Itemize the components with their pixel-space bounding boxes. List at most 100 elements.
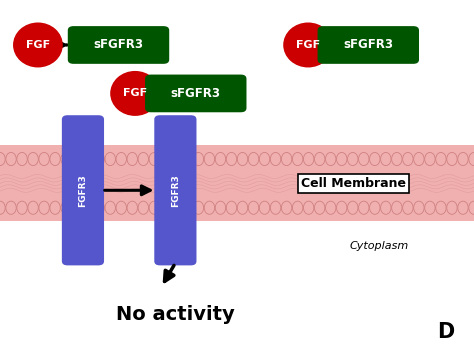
Ellipse shape <box>292 201 303 214</box>
Ellipse shape <box>259 153 270 166</box>
Ellipse shape <box>61 201 72 214</box>
FancyBboxPatch shape <box>68 26 169 64</box>
Ellipse shape <box>215 153 226 166</box>
Ellipse shape <box>138 153 148 166</box>
Ellipse shape <box>402 201 413 214</box>
Ellipse shape <box>381 153 391 166</box>
Ellipse shape <box>94 153 104 166</box>
Ellipse shape <box>160 153 171 166</box>
Ellipse shape <box>392 201 402 214</box>
Ellipse shape <box>105 153 116 166</box>
Text: Cytoplasm: Cytoplasm <box>350 241 409 251</box>
Ellipse shape <box>326 153 336 166</box>
Text: Cell Membrane: Cell Membrane <box>301 177 406 190</box>
Ellipse shape <box>0 201 5 214</box>
Ellipse shape <box>116 201 127 214</box>
Ellipse shape <box>193 201 204 214</box>
Text: FGFR3: FGFR3 <box>79 174 87 207</box>
Ellipse shape <box>138 201 148 214</box>
Ellipse shape <box>160 201 171 214</box>
Ellipse shape <box>83 153 93 166</box>
Ellipse shape <box>215 201 226 214</box>
Ellipse shape <box>248 201 259 214</box>
Text: sFGFR3: sFGFR3 <box>343 38 393 52</box>
Ellipse shape <box>270 201 281 214</box>
Ellipse shape <box>72 201 82 214</box>
Ellipse shape <box>347 201 358 214</box>
Ellipse shape <box>0 153 5 166</box>
Ellipse shape <box>337 153 347 166</box>
Ellipse shape <box>270 153 281 166</box>
Ellipse shape <box>193 153 204 166</box>
Ellipse shape <box>110 71 160 116</box>
Ellipse shape <box>6 153 16 166</box>
Ellipse shape <box>39 153 49 166</box>
Ellipse shape <box>447 201 457 214</box>
Text: sFGFR3: sFGFR3 <box>171 87 221 100</box>
Ellipse shape <box>370 153 380 166</box>
Ellipse shape <box>248 153 259 166</box>
Ellipse shape <box>292 153 303 166</box>
Text: FGF: FGF <box>26 40 50 50</box>
Ellipse shape <box>204 153 215 166</box>
Ellipse shape <box>61 153 72 166</box>
Ellipse shape <box>127 201 137 214</box>
Ellipse shape <box>458 201 468 214</box>
Ellipse shape <box>283 22 333 67</box>
Text: No activity: No activity <box>116 306 235 324</box>
Ellipse shape <box>171 201 182 214</box>
Ellipse shape <box>17 153 27 166</box>
Ellipse shape <box>237 153 248 166</box>
Ellipse shape <box>326 201 336 214</box>
Ellipse shape <box>436 201 446 214</box>
Ellipse shape <box>259 201 270 214</box>
Text: FGF: FGF <box>123 89 147 98</box>
Ellipse shape <box>17 201 27 214</box>
Ellipse shape <box>381 201 391 214</box>
Ellipse shape <box>414 153 424 166</box>
Ellipse shape <box>347 153 358 166</box>
Ellipse shape <box>314 153 325 166</box>
Ellipse shape <box>425 201 435 214</box>
Ellipse shape <box>28 201 38 214</box>
Ellipse shape <box>469 153 474 166</box>
Ellipse shape <box>358 153 369 166</box>
Ellipse shape <box>414 201 424 214</box>
Text: FGF: FGF <box>296 40 320 50</box>
Ellipse shape <box>28 153 38 166</box>
Ellipse shape <box>182 201 192 214</box>
Bar <box>0 145 474 221</box>
FancyBboxPatch shape <box>145 75 246 112</box>
Text: D: D <box>437 322 454 342</box>
Ellipse shape <box>402 153 413 166</box>
Ellipse shape <box>358 201 369 214</box>
FancyBboxPatch shape <box>62 115 104 265</box>
Ellipse shape <box>282 153 292 166</box>
Ellipse shape <box>94 201 104 214</box>
Ellipse shape <box>116 153 127 166</box>
Ellipse shape <box>171 153 182 166</box>
Ellipse shape <box>127 153 137 166</box>
Ellipse shape <box>72 153 82 166</box>
Ellipse shape <box>50 201 60 214</box>
Ellipse shape <box>237 201 248 214</box>
Ellipse shape <box>6 201 16 214</box>
Text: FGFR3: FGFR3 <box>171 174 180 207</box>
Ellipse shape <box>392 153 402 166</box>
Ellipse shape <box>303 153 314 166</box>
Ellipse shape <box>50 153 60 166</box>
Ellipse shape <box>337 201 347 214</box>
Ellipse shape <box>13 22 63 67</box>
Ellipse shape <box>83 201 93 214</box>
Ellipse shape <box>149 201 160 214</box>
Ellipse shape <box>469 201 474 214</box>
Ellipse shape <box>436 153 446 166</box>
Ellipse shape <box>39 201 49 214</box>
Ellipse shape <box>370 201 380 214</box>
Ellipse shape <box>149 153 160 166</box>
FancyBboxPatch shape <box>318 26 419 64</box>
Ellipse shape <box>105 201 116 214</box>
Ellipse shape <box>226 201 237 214</box>
Ellipse shape <box>447 153 457 166</box>
Text: sFGFR3: sFGFR3 <box>93 38 144 52</box>
